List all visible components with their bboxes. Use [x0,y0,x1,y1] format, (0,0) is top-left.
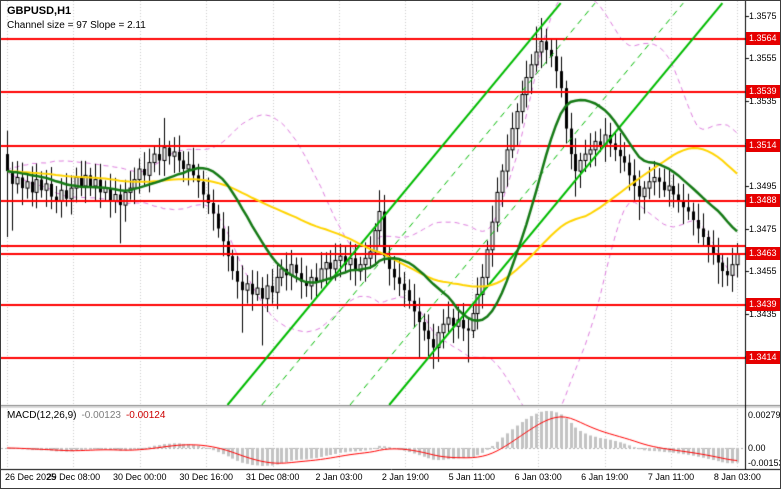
chart-canvas[interactable] [1,1,780,488]
mt4-chart-window: GBPUSD,H1 Channel size = 97 Slope = 2.11… [0,0,781,489]
